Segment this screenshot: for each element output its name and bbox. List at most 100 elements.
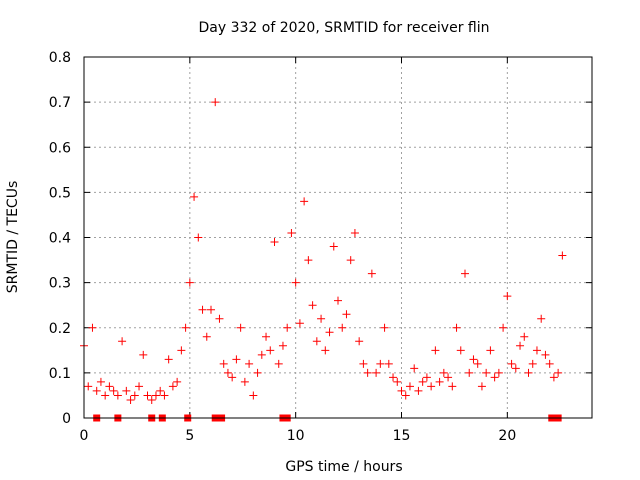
- data-point: [486, 346, 495, 355]
- data-point: [274, 359, 283, 368]
- data-point: [528, 359, 537, 368]
- data-point: [270, 238, 279, 247]
- data-point: [456, 346, 465, 355]
- data-point: [422, 373, 431, 382]
- x-axis-label: GPS time / hours: [285, 459, 402, 475]
- data-point: [554, 368, 563, 377]
- data-point: [439, 368, 448, 377]
- data-point: [101, 391, 110, 400]
- data-point: [257, 350, 266, 359]
- data-point: [507, 359, 516, 368]
- data-point: [516, 341, 525, 350]
- data-point: [444, 373, 453, 382]
- data-point: [232, 355, 241, 364]
- data-points: [80, 98, 567, 422]
- data-point: [376, 359, 385, 368]
- data-point: [499, 323, 508, 332]
- data-point: [397, 386, 406, 395]
- data-point: [245, 359, 254, 368]
- data-point: [253, 368, 262, 377]
- y-tick-label: 0.7: [49, 95, 71, 111]
- data-point: [541, 350, 550, 359]
- data-point: [177, 346, 186, 355]
- data-point: [92, 386, 101, 395]
- data-point: [545, 359, 554, 368]
- y-tick-label: 0.4: [49, 231, 71, 247]
- data-point: [524, 368, 533, 377]
- data-point: [477, 382, 486, 391]
- data-point: [321, 346, 330, 355]
- x-tick-label: 20: [498, 428, 516, 444]
- plot-frame: [83, 56, 593, 419]
- data-point: [312, 337, 321, 346]
- data-point: [325, 328, 334, 337]
- data-point: [329, 242, 338, 251]
- data-point: [410, 364, 419, 373]
- data-point: [143, 391, 152, 400]
- data-point: [207, 305, 215, 314]
- data-point: [202, 332, 211, 341]
- data-point: [537, 314, 546, 323]
- data-point: [190, 192, 199, 201]
- data-point: [135, 382, 144, 391]
- data-point: [401, 391, 410, 400]
- y-tick-label: 0: [62, 411, 71, 427]
- x-tick-label: 10: [287, 428, 305, 444]
- x-tick-label: 5: [185, 428, 194, 444]
- y-axis-label: SRMTID / TECUs: [5, 181, 21, 294]
- chart-title: Day 332 of 2020, SRMTID for receiver fli…: [199, 20, 490, 36]
- data-point: [262, 332, 271, 341]
- data-point: [461, 269, 469, 278]
- data-point: [473, 359, 482, 368]
- data-point: [139, 350, 148, 359]
- data-point: [228, 373, 237, 382]
- data-point: [105, 382, 114, 391]
- data-point: [88, 323, 97, 332]
- data-point: [363, 368, 372, 377]
- data-point: [520, 332, 529, 341]
- data-point: [240, 377, 249, 386]
- y-tick-label: 0.5: [49, 185, 71, 201]
- data-point: [346, 256, 355, 265]
- data-point: [168, 382, 177, 391]
- data-point: [160, 391, 169, 400]
- data-point: [118, 337, 127, 346]
- data-point: [194, 233, 203, 242]
- data-point: [490, 373, 499, 382]
- data-point: [156, 386, 165, 395]
- data-point: [427, 382, 436, 391]
- data-point: [215, 314, 224, 323]
- y-tick-label: 0.6: [49, 140, 71, 156]
- data-point: [389, 373, 398, 382]
- data-point: [198, 305, 207, 314]
- data-point: [334, 296, 342, 305]
- data-point: [84, 382, 93, 391]
- data-point: [122, 386, 131, 395]
- data-point: [109, 386, 118, 395]
- data-point: [532, 346, 541, 355]
- data-point: [372, 368, 381, 377]
- data-point: [223, 368, 232, 377]
- data-point: [465, 368, 474, 377]
- y-tick-label: 0.8: [49, 50, 71, 66]
- grid: [84, 57, 592, 418]
- data-point: [482, 368, 491, 377]
- data-point: [405, 382, 414, 391]
- data-point: [393, 377, 402, 386]
- data-point: [380, 323, 389, 332]
- data-point: [558, 251, 567, 260]
- data-point: [494, 368, 503, 377]
- data-point: [126, 395, 135, 404]
- data-point: [151, 391, 160, 400]
- data-point: [96, 377, 105, 386]
- data-point: [236, 323, 245, 332]
- x-tick-label: 0: [80, 428, 89, 444]
- data-point: [384, 359, 393, 368]
- data-point: [283, 323, 292, 332]
- data-point: [431, 346, 440, 355]
- data-point: [211, 98, 220, 107]
- data-point: [113, 391, 122, 400]
- data-point: [295, 319, 304, 328]
- y-tick-label: 0.2: [49, 321, 71, 337]
